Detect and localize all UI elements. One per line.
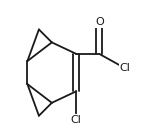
Text: O: O	[95, 17, 104, 27]
Text: Cl: Cl	[120, 63, 131, 73]
Text: Cl: Cl	[71, 115, 82, 125]
